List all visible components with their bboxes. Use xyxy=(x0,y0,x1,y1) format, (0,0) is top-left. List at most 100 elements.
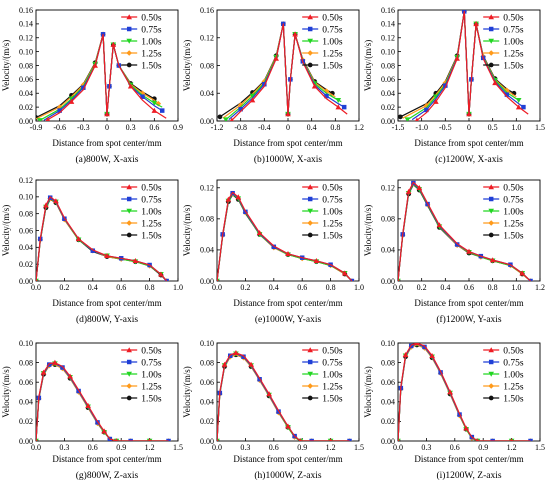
data-point-0.75s xyxy=(349,278,355,281)
series-line-1.50s xyxy=(400,10,515,118)
series-line-0.50s xyxy=(398,181,531,281)
x-tick-label: 0.4 xyxy=(88,283,98,292)
legend-marker-1.25s xyxy=(307,220,313,226)
y-tick-label: 0.02 xyxy=(19,260,33,269)
data-point-0.50s xyxy=(217,438,219,441)
y-tick-label: 0.04 xyxy=(19,398,33,407)
legend-label-1.25s: 1.25s xyxy=(141,382,162,392)
x-tick-label: 1.2 xyxy=(145,443,155,452)
data-point-0.50s xyxy=(43,202,49,208)
y-tick-label: 0.04 xyxy=(200,89,214,98)
data-point-0.50s xyxy=(235,194,242,200)
x-tick-label: 1.5 xyxy=(535,443,545,452)
legend-label-1.00s: 1.00s xyxy=(141,37,162,47)
x-tick-label: 0.6 xyxy=(149,123,159,132)
data-point-0.50s xyxy=(67,373,73,379)
x-tick-label: 0.0 xyxy=(212,443,222,452)
x-tick-label: -0.4 xyxy=(258,123,271,132)
y-tick-label: 0.10 xyxy=(19,193,33,202)
data-point-0.75s xyxy=(271,244,277,250)
x-axis-label: Distance from spot center/mm xyxy=(52,138,161,148)
data-point-0.75s xyxy=(309,438,314,441)
data-point-0.50s xyxy=(292,31,298,37)
x-tick-label: 0.9 xyxy=(478,443,488,452)
data-point-0.75s xyxy=(81,85,86,90)
legend-label-0.50s: 0.50s xyxy=(503,183,524,193)
legend-marker-1.50s xyxy=(126,232,132,238)
legend-label-0.75s: 0.75s xyxy=(141,25,162,35)
data-point-1.25s xyxy=(155,100,162,107)
x-axis-label: Distance from spot center/mm xyxy=(233,298,342,308)
legend-marker-1.50s xyxy=(307,395,313,401)
plot-frame xyxy=(397,342,541,442)
series-line-0.50s xyxy=(398,343,531,441)
data-point-0.50s xyxy=(298,438,302,441)
data-point-0.50s xyxy=(416,184,423,191)
legend-marker-0.75s xyxy=(488,26,494,32)
data-point-0.50s xyxy=(36,438,38,441)
data-point-0.50s xyxy=(221,361,228,367)
legend-label-0.75s: 0.75s xyxy=(322,25,343,35)
x-tick-label: 0.0 xyxy=(212,283,222,292)
legend-label-0.50s: 0.50s xyxy=(322,13,343,23)
legend-label-1.25s: 1.25s xyxy=(141,219,162,229)
legend-marker-1.25s xyxy=(488,220,494,226)
y-tick-label: 0.04 xyxy=(381,246,395,255)
x-tick-label: 1.0 xyxy=(173,283,183,292)
x-tick-label: 0.2 xyxy=(240,283,250,292)
panel-caption: (i)1200W, Z-axis xyxy=(436,470,501,481)
chart-panel-1: -0.9 -0.6 -0.3 0 0.3 0.6 0.9 0.00 0.02 0.04 0.06 0.… xyxy=(1,6,183,165)
data-point-0.50s xyxy=(398,438,400,441)
data-point-0.75s xyxy=(164,278,169,281)
y-tick-label: 0.06 xyxy=(200,378,214,387)
data-point-0.50s xyxy=(53,198,59,204)
legend: 0.50s 0.75s 1.00s 1.25s 1.50s xyxy=(302,346,343,404)
series-line-1.50s xyxy=(219,23,333,118)
legend-marker-1.25s xyxy=(307,383,313,389)
x-axis-label: Distance from spot center/mm xyxy=(414,454,523,464)
x-tick-label: 0 xyxy=(467,123,471,132)
legend-marker-1.50s xyxy=(126,62,132,68)
panel-caption: (f)1200W, Y-axis xyxy=(436,314,502,325)
data-point-0.50s xyxy=(414,343,420,346)
legend-marker-0.75s xyxy=(488,196,494,202)
x-tick-label: 0.4 xyxy=(269,283,279,292)
y-tick-label: 0.04 xyxy=(19,89,33,98)
legend-marker-0.75s xyxy=(307,26,313,32)
legend: 0.50s 0.75s 1.00s 1.25s 1.50s xyxy=(121,183,162,241)
y-tick-label: 0.10 xyxy=(19,47,33,56)
legend-label-1.00s: 1.00s xyxy=(141,370,162,380)
chart-panel-6: 0.0 0.2 0.4 0.6 0.8 1.0 1.2 0.00 0.04 0.08 0.12 Dis… xyxy=(363,179,545,325)
legend-marker-0.50s xyxy=(307,347,313,353)
legend-label-1.50s: 1.50s xyxy=(141,61,162,71)
panel-caption: (a)800W, X-axis xyxy=(76,154,139,165)
data-point-1.25s xyxy=(323,88,330,94)
data-point-1.00s xyxy=(249,93,256,99)
x-tick-label: -1.5 xyxy=(392,123,405,132)
x-tick-label: 0.2 xyxy=(417,283,427,292)
data-point-0.50s xyxy=(158,271,164,277)
y-axis-label: Velocity/(m/s) xyxy=(182,205,192,257)
legend-marker-1.00s xyxy=(488,371,494,377)
x-tick-label: -1.0 xyxy=(415,123,428,132)
y-axis-label: Velocity/(m/s) xyxy=(1,366,11,418)
y-tick-label: 0.02 xyxy=(200,417,214,426)
legend-label-1.00s: 1.00s xyxy=(322,370,343,380)
plot-frame xyxy=(35,342,179,442)
x-tick-label: 1.2 xyxy=(535,283,545,292)
legend-marker-1.25s xyxy=(126,50,132,56)
y-tick-label: 0.00 xyxy=(381,277,395,286)
legend-label-1.00s: 1.00s xyxy=(503,370,524,380)
data-point-0.50s xyxy=(256,230,263,236)
data-point-0.75s xyxy=(60,365,65,370)
y-tick-label: 0.08 xyxy=(19,358,33,367)
legend-label-1.25s: 1.25s xyxy=(141,49,162,59)
y-axis-label: Velocity/(m/s) xyxy=(1,205,11,257)
data-point-0.50s xyxy=(249,97,256,103)
plot-area xyxy=(217,21,348,121)
legend-marker-0.50s xyxy=(307,14,313,20)
x-tick-label: 0.8 xyxy=(488,283,498,292)
y-tick-label: 0.08 xyxy=(200,215,214,224)
legend-label-1.25s: 1.25s xyxy=(322,382,343,392)
data-point-0.50s xyxy=(433,98,439,104)
